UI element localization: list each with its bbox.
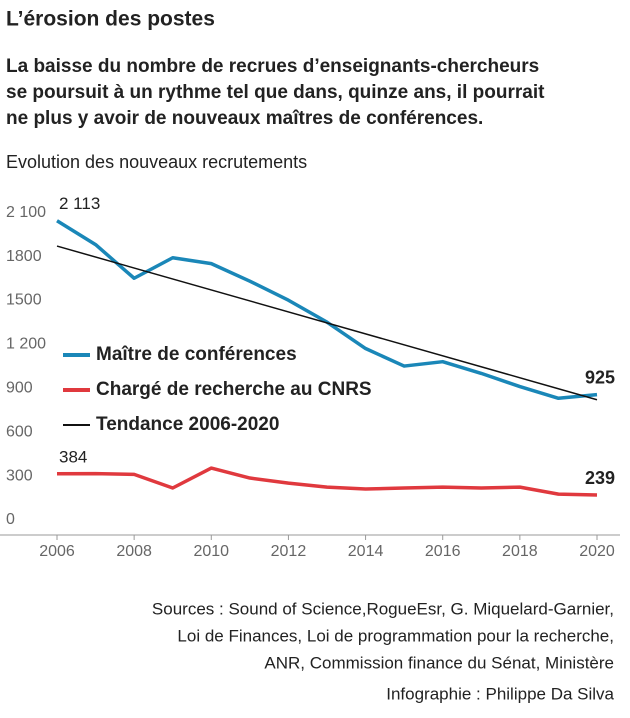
y-tick-label: 0: [6, 511, 15, 528]
series-line: [56, 245, 598, 401]
x-tick-label: 2012: [271, 543, 307, 560]
legend-label: Tendance 2006-2020: [96, 414, 279, 435]
y-tick-label: 2 100: [6, 204, 46, 221]
subtitle: La baisse du nombre de recrues d’enseign…: [6, 56, 539, 77]
x-tick-label: 2014: [348, 543, 384, 560]
series-line: [56, 219, 598, 401]
x-tick-label: 2008: [116, 543, 152, 560]
data-label: 925: [585, 367, 615, 387]
x-tick-label: 2010: [193, 543, 229, 560]
data-label: 384: [59, 447, 87, 466]
x-tick-label: 2020: [579, 543, 615, 560]
sources: Sources : Sound of Science,RogueEsr, G. …: [152, 599, 614, 618]
legend-label: Chargé de recherche au CNRS: [96, 379, 372, 400]
x-tick-label: 2018: [502, 543, 538, 560]
series-line: [56, 466, 598, 497]
x-tick-label: 2016: [425, 543, 461, 560]
y-tick-label: 1 200: [6, 336, 46, 353]
data-label: 239: [585, 468, 615, 488]
sources: ANR, Commission finance du Sénat, Minist…: [264, 653, 614, 672]
sources: Loi de Finances, Loi de programmation po…: [177, 626, 614, 645]
y-tick-label: 1800: [6, 248, 42, 265]
subtitle: se poursuit à un rythme tel que dans, qu…: [6, 82, 545, 103]
subtitle: ne plus y avoir de nouveaux maîtres de c…: [6, 108, 483, 129]
credit: Infographie : Philippe Da Silva: [386, 684, 614, 703]
y-tick-label: 900: [6, 379, 33, 396]
x-tick-label: 2006: [39, 543, 75, 560]
y-tick-label: 1500: [6, 292, 42, 309]
y-tick-label: 600: [6, 423, 33, 440]
y-axis-label: Evolution des nouveaux recrutements: [6, 152, 307, 172]
legend-label: Maître de conférences: [96, 344, 297, 365]
data-label: 2 113: [59, 194, 100, 213]
chart-title: L’érosion des postes: [6, 8, 215, 31]
y-tick-label: 300: [6, 467, 33, 484]
